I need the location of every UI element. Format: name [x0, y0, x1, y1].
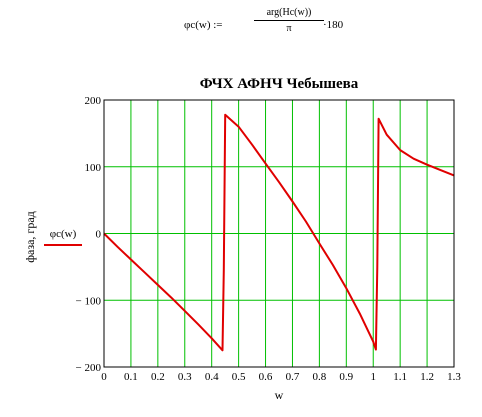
x-tick-label: 0	[101, 371, 107, 383]
x-tick-label: 0.2	[151, 371, 165, 383]
x-tick-label: 1.1	[393, 371, 407, 383]
plot-frame	[103, 99, 455, 368]
tick-labels: 0 0.1 0.2 0.3 0.4 0.5 0.6 0.7 0.8 0.9 1 1.1 1.2 1.3 − …	[76, 95, 462, 383]
legend-label: φc(w)	[50, 228, 77, 240]
chart-title: ФЧХ АФНЧ Чебышева	[200, 76, 359, 92]
formula-fraction: arg(Hc(w)) π	[254, 7, 324, 34]
y-tick-label: − 200	[76, 362, 102, 374]
y-tick-label: 100	[85, 162, 102, 174]
x-tick-label: 0.5	[232, 371, 246, 383]
x-tick-label: 0.4	[205, 371, 219, 383]
plot-border	[103, 99, 455, 368]
y-tick-label: − 100	[76, 295, 102, 307]
series-line-phi-c	[103, 113, 455, 352]
x-tick-label: 0.3	[178, 371, 192, 383]
x-tick-label: 1.3	[447, 371, 461, 383]
formula: φc(w) := arg(Hc(w)) π ·180	[184, 6, 344, 46]
series-layer	[103, 113, 455, 352]
formula-denominator: π	[286, 23, 292, 34]
x-tick-label: 0.6	[259, 371, 273, 383]
x-tick-label: 0.1	[124, 371, 138, 383]
y-axis-label: фаза, град	[23, 211, 37, 263]
x-tick-label: 0.9	[339, 371, 353, 383]
formula-numerator: arg(Hc(w))	[254, 7, 324, 21]
formula-multiplier: ·180	[323, 19, 344, 31]
x-tick-label: 0.8	[313, 371, 327, 383]
y-tick-label: 200	[85, 95, 102, 107]
grid-lines	[103, 99, 455, 368]
formula-lhs: φc(w) :=	[184, 19, 223, 31]
x-tick-label: 1.2	[420, 371, 434, 383]
x-tick-label: 0.7	[286, 371, 300, 383]
x-tick-label: 1	[370, 371, 376, 383]
x-axis-label: w	[275, 388, 284, 402]
y-tick-label: 0	[96, 229, 102, 241]
